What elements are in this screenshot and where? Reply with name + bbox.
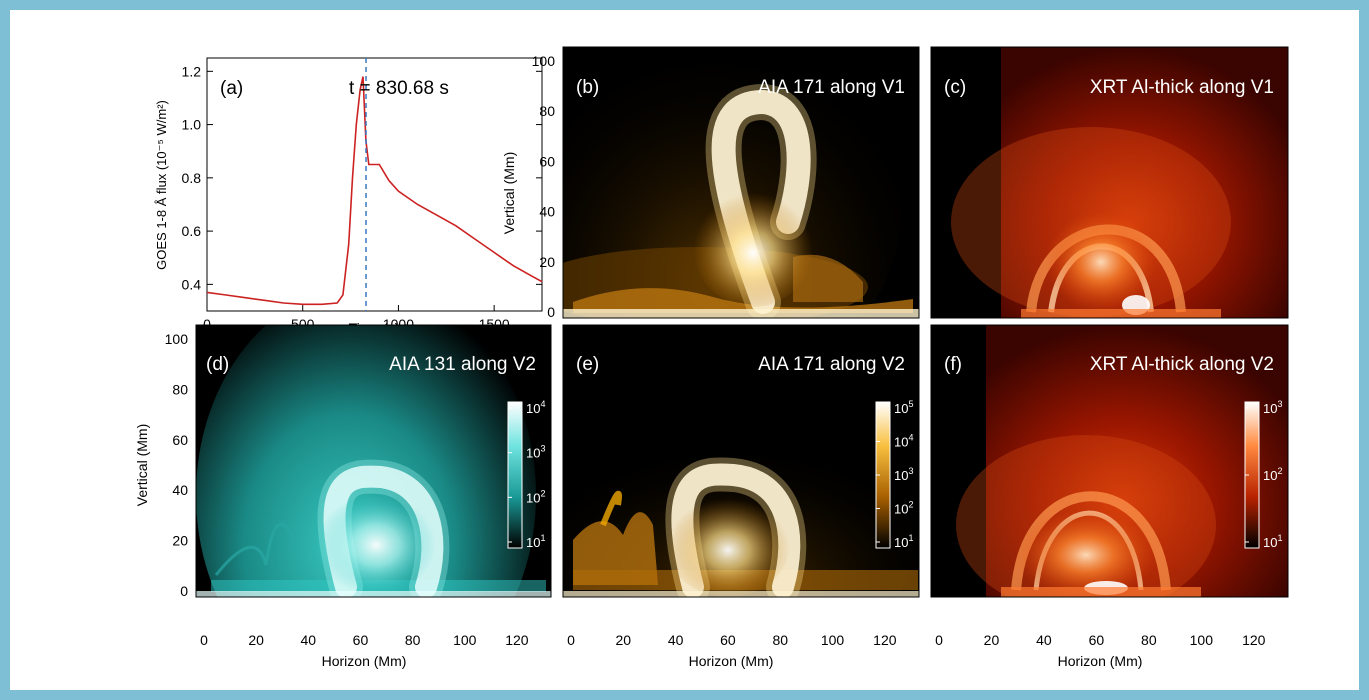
x-tick-label: 20 <box>248 632 264 648</box>
x-tick-label: 120 <box>873 632 897 648</box>
aia171-v1-panel: 0 20 40 60 80 100 (b) AIA 171 along V1 Vertic… <box>501 46 920 320</box>
x-tick-label: 100 <box>821 632 845 648</box>
y-tick-label: 40 <box>539 204 555 220</box>
time-readout: t = 830.68 s <box>349 78 449 99</box>
x-tick-label: 0 <box>567 632 575 648</box>
x-tick-label: 40 <box>301 632 317 648</box>
x-tick-label: 120 <box>1242 632 1266 648</box>
panel-title-e: AIA 171 along V2 <box>758 354 905 375</box>
x-axis-e: 0 20 40 60 80 100 120 <box>567 632 897 648</box>
panel-title-b: AIA 171 along V1 <box>758 77 905 98</box>
panel-label-f: (f) <box>944 354 962 375</box>
y-tick-label-a: 1.0 <box>182 117 202 133</box>
panel-title-f: XRT Al-thick along V2 <box>1090 354 1274 375</box>
y-axis-label-a: GOES 1-8 Å flux (10⁻⁵ W/m²) <box>154 100 169 270</box>
aia131-v2-panel: 0 20 40 60 80 100 0 20 40 60 80 100 120 10410310210… <box>134 324 552 669</box>
image-b <box>563 47 919 318</box>
image-e <box>563 325 919 597</box>
panel-title-d: AIA 131 along V2 <box>389 354 536 375</box>
y-tick-label: 100 <box>532 53 556 69</box>
x-tick-label: 40 <box>668 632 684 648</box>
y-tick-label-a: 0.6 <box>182 223 202 239</box>
x-tick-label: 20 <box>984 632 1000 648</box>
y-tick-label-a: 0.8 <box>182 170 202 186</box>
x-tick-label: 100 <box>453 632 477 648</box>
x-tick-label-a: 0 <box>203 316 211 332</box>
y-axis-label-b: Vertical (Mm) <box>501 152 517 234</box>
image-d <box>196 325 551 597</box>
xrt-v1-panel: (c) XRT Al-thick along V1 <box>930 46 1289 319</box>
x-tick-label: 60 <box>353 632 369 648</box>
plot-area-a <box>206 57 543 312</box>
y-axis-d: 0 20 40 60 80 100 <box>165 331 189 599</box>
panel-label-d: (d) <box>206 354 229 375</box>
panel-label-b: (b) <box>576 77 599 98</box>
y-tick-label: 80 <box>172 381 188 397</box>
x-tick-label: 80 <box>1141 632 1157 648</box>
y-tick-label: 80 <box>539 103 555 119</box>
x-axis-d: 0 20 40 60 80 100 120 <box>200 632 529 648</box>
x-tick-label: 0 <box>935 632 943 648</box>
x-tick-label: 120 <box>505 632 529 648</box>
y-axis-label-d: Vertical (Mm) <box>134 424 150 506</box>
figure: 0.40.60.81.01.2 0 500 1000 1500 (a) t = 830… <box>134 46 1289 669</box>
y-axis-a: 0.4 0.6 0.8 1.0 1.2 <box>182 63 542 292</box>
x-tick-label: 20 <box>616 632 632 648</box>
x-axis-label-d: Horizon (Mm) <box>322 653 407 669</box>
x-axis-label-e: Horizon (Mm) <box>689 653 774 669</box>
x-tick-label: 60 <box>1089 632 1105 648</box>
y-tick-label: 60 <box>539 153 555 169</box>
panel-label-a: (a) <box>220 78 243 99</box>
y-tick-label: 60 <box>172 432 188 448</box>
figure-frame: 0.4 0.6 0.8 1.0 1.2 0 500 1000 1500 (a) t = 830… <box>10 10 1359 690</box>
goes-lightcurve-panel: 0.40.60.81.01.2 0 500 1000 1500 (a) t = 830… <box>154 57 543 336</box>
x-tick-label: 0 <box>200 632 208 648</box>
x-tick-label: 80 <box>772 632 788 648</box>
y-tick-label: 100 <box>165 331 189 347</box>
y-tick-label: 0 <box>180 583 188 599</box>
x-axis-label-f: Horizon (Mm) <box>1058 653 1143 669</box>
x-tick-label: 60 <box>720 632 736 648</box>
y-tick-label: 20 <box>172 533 188 549</box>
x-tick-label: 100 <box>1190 632 1214 648</box>
panel-label-c: (c) <box>944 77 966 98</box>
x-tick-label: 80 <box>405 632 421 648</box>
panel-title-c: XRT Al-thick along V1 <box>1090 77 1274 98</box>
y-tick-label: 40 <box>172 482 188 498</box>
image-c <box>931 47 1288 318</box>
colorbar-gradient <box>507 401 523 549</box>
y-tick-label-a: 0.4 <box>182 276 202 292</box>
y-tick-label-a: 1.2 <box>182 63 202 79</box>
image-f <box>931 325 1288 597</box>
panel-label-e: (e) <box>576 354 599 375</box>
y-tick-label: 0 <box>547 304 555 320</box>
y-axis-b: 0 20 40 60 80 100 <box>532 53 556 320</box>
x-axis-f: 0 20 40 60 80 100 120 <box>935 632 1266 648</box>
y-tick-label: 20 <box>539 254 555 270</box>
x-tick-label: 40 <box>1036 632 1052 648</box>
